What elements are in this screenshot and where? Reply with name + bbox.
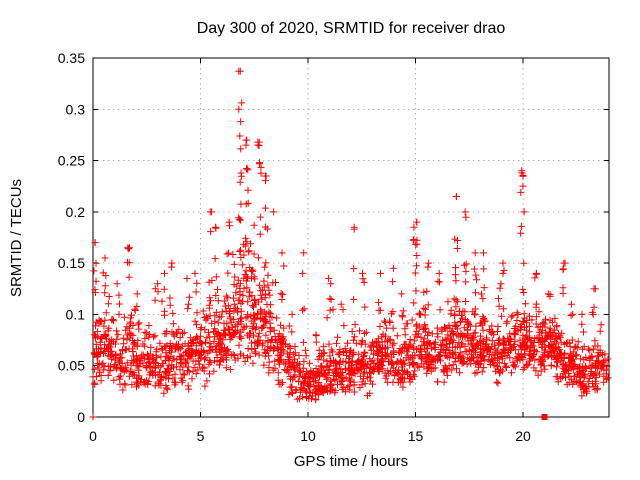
- y-tick-label: 0.3: [66, 101, 86, 117]
- tick-layer: [92, 57, 609, 418]
- x-tick-label: 5: [197, 428, 205, 444]
- y-tick-label: 0.2: [66, 204, 86, 220]
- y-tick-label: 0.1: [66, 306, 86, 322]
- plot-border: [92, 57, 610, 418]
- x-tick-label: 15: [408, 428, 424, 444]
- y-tick-label: 0.15: [58, 255, 85, 271]
- x-tick-label: 0: [89, 428, 97, 444]
- y-tick-label: 0.35: [58, 50, 85, 66]
- y-tick-label: 0.25: [58, 153, 85, 169]
- x-axis-label: GPS time / hours: [294, 453, 408, 470]
- tick-label-layer: 0 5 10 15 20 0 0.05 0.1 0.15 0.2 0.25 0.3 0.35: [58, 50, 531, 444]
- chart-title: Day 300 of 2020, SRMTID for receiver dra…: [197, 20, 506, 37]
- points-layer: [89, 67, 612, 421]
- y-tick-label: 0.05: [58, 358, 85, 374]
- square-marker: [541, 414, 548, 420]
- y-axis-label: SRMTID / TECUs: [8, 179, 25, 297]
- y-tick-label: 0: [77, 409, 85, 425]
- x-tick-label: 20: [515, 428, 531, 444]
- x-tick-label: 10: [300, 428, 316, 444]
- scatter-points: [89, 67, 612, 421]
